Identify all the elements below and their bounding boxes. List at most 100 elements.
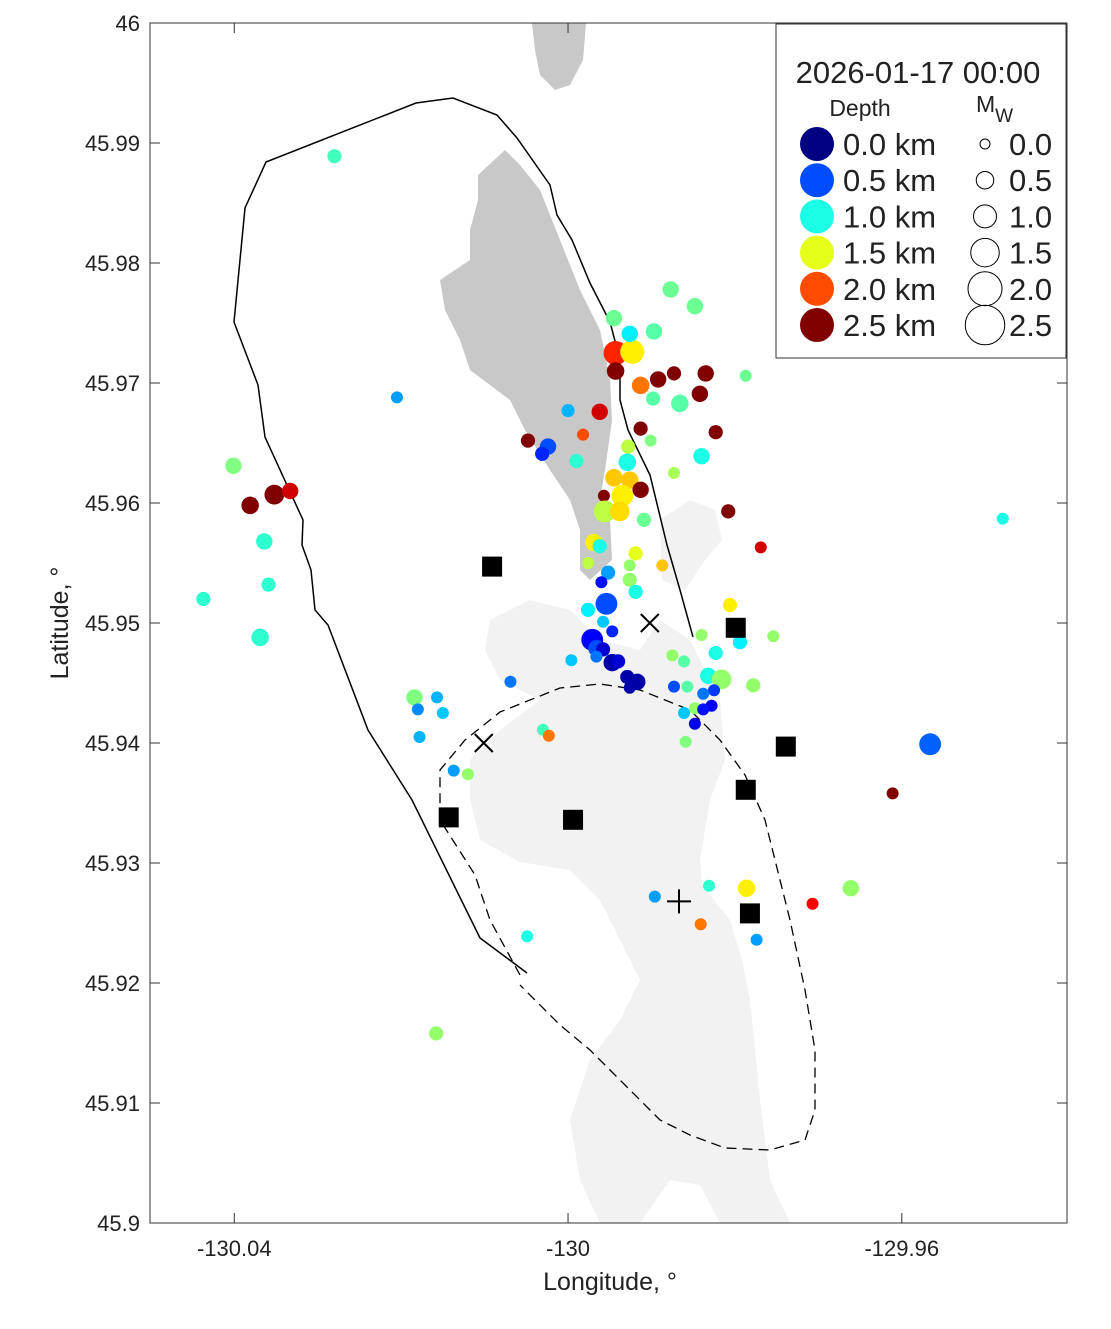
legend-depth-swatch — [800, 235, 834, 270]
legend-depth-label: 0.5 km — [843, 163, 936, 198]
earthquake-point — [708, 684, 721, 697]
legend-mw-swatch — [975, 170, 995, 190]
legend-mw-swatch — [979, 138, 991, 150]
earthquake-point — [722, 597, 738, 613]
earthquake-point — [561, 404, 575, 418]
legend-mw-swatch — [973, 204, 997, 229]
earthquake-point — [429, 1026, 444, 1041]
x-tick-label: -130.04 — [197, 1236, 272, 1261]
earthquake-point — [597, 615, 610, 628]
y-tick-label: 45.99 — [85, 131, 140, 156]
earthquake-point — [582, 557, 595, 569]
earthquake-point — [721, 504, 736, 519]
legend-mw-letter: M — [976, 91, 995, 117]
plus-marker — [667, 889, 692, 914]
earthquake-point — [697, 703, 710, 716]
earthquake-point — [504, 675, 517, 688]
earthquake-point — [681, 680, 694, 693]
earthquake-point — [593, 500, 616, 523]
earthquake-point — [621, 439, 636, 454]
legend-title: 2026-01-17 00:00 — [796, 55, 1041, 90]
earthquake-point — [565, 654, 578, 667]
earthquake-point — [666, 366, 682, 381]
earthquake-point — [691, 385, 709, 402]
land-dark — [440, 23, 612, 580]
earthquake-point — [633, 421, 648, 436]
earthquake-point — [711, 669, 732, 690]
earthquake-point — [591, 403, 608, 420]
earthquake-point — [703, 879, 716, 892]
y-tick-label: 45.92 — [85, 971, 140, 996]
earthquake-point — [623, 559, 636, 572]
station-square-marker — [775, 736, 796, 757]
earthquake-point — [595, 576, 608, 589]
earthquake-point — [606, 362, 625, 380]
legend: 2026-01-17 00:00 Depth MW 0.0 km0.5 km1.… — [775, 23, 1067, 359]
station-square-marker — [482, 556, 503, 577]
earthquake-point — [656, 559, 669, 572]
earthquake-point — [628, 584, 643, 599]
earthquake-point — [668, 680, 680, 693]
earthquake-point — [631, 376, 650, 395]
x-tick-label: -130 — [546, 1236, 590, 1261]
legend-depth-label: 2.5 km — [843, 308, 936, 343]
earthquake-point — [256, 533, 273, 550]
earthquake-point — [411, 703, 424, 716]
earthquake-point — [919, 733, 942, 756]
plot-area — [196, 23, 1009, 1223]
earthquake-point — [806, 897, 819, 910]
earthquake-point — [542, 729, 555, 742]
land-dark-main — [440, 150, 612, 580]
earthquake-point — [649, 371, 667, 388]
earthquake-point — [679, 735, 692, 748]
land-light-east-lobe — [660, 500, 722, 590]
earthquake-point — [520, 433, 536, 448]
earthquake-point — [406, 689, 423, 706]
legend-depth-swatch — [800, 127, 834, 161]
earthquake-point — [447, 764, 460, 777]
earthquake-point — [620, 339, 645, 364]
legend-mw-label: 0.5 — [1009, 163, 1052, 198]
station-square-marker — [438, 807, 459, 828]
legend-mw-subscript: W — [995, 106, 1013, 127]
earthquake-point — [750, 933, 763, 946]
earthquake-point — [694, 918, 707, 931]
station-square-marker — [735, 779, 756, 800]
y-axis-label: Latitude, ° — [46, 567, 74, 680]
legend-depth-swatch — [800, 163, 834, 198]
legend-depth-label: 1.0 km — [843, 199, 936, 234]
legend-mw-label: 2.5 — [1009, 308, 1052, 343]
station-square-marker — [739, 903, 760, 924]
y-tick-label: 45.9 — [97, 1211, 140, 1236]
axes: -130.04 -130 -129.96 45.9 45.91 45.92 45.93 45.… — [85, 11, 1067, 1261]
earthquake-point — [251, 628, 269, 647]
earthquake-point — [622, 572, 637, 587]
earthquake-point — [623, 681, 636, 694]
earthquake-point — [618, 453, 637, 471]
earthquake-point — [461, 768, 474, 781]
earthquake-point — [609, 501, 630, 522]
y-tick-label: 45.97 — [85, 371, 140, 396]
legend-mw-title: MW — [976, 91, 1013, 127]
earthquake-point — [621, 325, 638, 342]
dashed-contour-line — [439, 683, 816, 1151]
legend-entries: 0.0 km0.5 km1.0 km1.5 km2.0 km2.5 km 0.00… — [800, 127, 1052, 346]
earthquake-point — [597, 489, 610, 502]
earthquake-point — [636, 512, 652, 527]
earthquake-point — [611, 484, 634, 507]
earthquake-point — [225, 457, 242, 474]
legend-depth-label: 2.0 km — [843, 272, 936, 307]
earthquake-point — [739, 369, 752, 382]
earthquake-point — [678, 707, 691, 719]
earthquake-point — [610, 654, 626, 669]
land-dark-north — [532, 23, 586, 90]
x-marker — [640, 613, 660, 633]
earthquake-point — [605, 310, 623, 327]
earthquake-point — [644, 434, 657, 447]
earthquake-point — [431, 691, 444, 704]
earthquake-point — [708, 425, 723, 440]
earthquake-point — [569, 453, 584, 469]
earthquake-point — [708, 645, 723, 661]
y-tick-label: 45.91 — [85, 1091, 140, 1116]
